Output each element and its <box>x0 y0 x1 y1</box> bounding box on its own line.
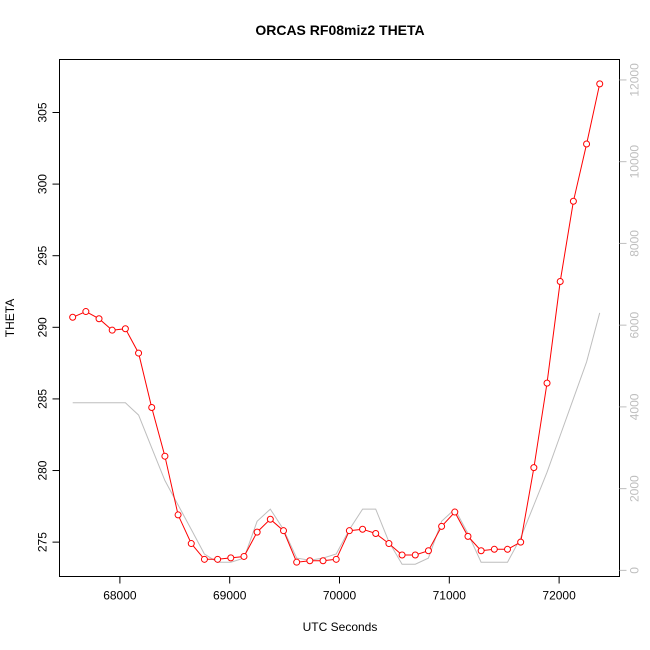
y-tick-label: 280 <box>36 460 50 480</box>
data-point <box>372 530 380 538</box>
data-point <box>69 313 77 321</box>
series-left-line <box>72 83 601 563</box>
x-tick-label: 72000 <box>542 589 576 603</box>
y2-tick-label: 6000 <box>628 311 642 338</box>
data-point <box>490 545 498 553</box>
x-axis-label: UTC Seconds <box>303 620 378 634</box>
data-point <box>240 552 248 560</box>
data-point <box>280 527 287 535</box>
data-point <box>477 547 485 555</box>
y-tick-label: 290 <box>36 317 50 337</box>
y2-tick-label: 0 <box>628 567 642 574</box>
data-point <box>148 404 156 412</box>
data-point <box>121 325 129 333</box>
y2-tick-label: 8000 <box>628 230 642 257</box>
chart-title: ORCAS RF08miz2 THETA <box>255 22 424 38</box>
data-point <box>95 315 103 323</box>
plot-area <box>59 59 620 577</box>
x-tick-label: 71000 <box>433 589 467 603</box>
data-point <box>438 522 446 530</box>
x-tick-label: 69000 <box>213 589 247 603</box>
data-point <box>530 464 538 472</box>
data-point <box>200 555 208 563</box>
data-point <box>359 525 367 533</box>
data-point <box>135 349 143 357</box>
data-point <box>424 547 432 555</box>
data-point <box>161 452 169 460</box>
data-point <box>108 326 116 334</box>
y2-tick-label: 12000 <box>628 63 642 97</box>
data-point <box>398 551 406 559</box>
data-point <box>464 532 472 540</box>
x-tick-label: 68000 <box>103 589 137 603</box>
series-layer <box>69 80 604 566</box>
series-right-line <box>72 312 601 565</box>
data-point <box>82 308 90 316</box>
data-point <box>306 557 314 565</box>
x-axis: 68000 69000 70000 71000 72000 <box>103 576 576 603</box>
y-tick-label: 305 <box>36 102 50 122</box>
x-tick-label: 70000 <box>323 589 357 603</box>
data-point <box>556 277 564 285</box>
data-point <box>596 80 604 88</box>
data-point <box>266 515 274 523</box>
data-point <box>385 540 393 548</box>
data-point <box>253 528 261 536</box>
y2-tick-label: 4000 <box>628 393 642 420</box>
data-point <box>543 379 551 387</box>
y-tick-label: 295 <box>36 245 50 265</box>
y2-tick-label: 10000 <box>628 145 642 179</box>
data-point <box>293 558 301 566</box>
data-point <box>187 540 195 548</box>
data-point <box>517 538 525 546</box>
y2-tick-label: 2000 <box>628 475 642 502</box>
data-point <box>174 511 182 519</box>
data-point <box>332 555 340 563</box>
data-point <box>411 551 419 559</box>
data-point <box>345 527 353 535</box>
y-tick-label: 285 <box>36 389 50 409</box>
y-axis-right: 0 2000 4000 6000 8000 10000 12000 <box>619 63 642 574</box>
y-tick-label: 275 <box>36 532 50 552</box>
y-axis-left: 275 280 285 290 295 300 305 <box>36 102 60 552</box>
data-point <box>583 140 591 148</box>
data-point <box>319 557 327 565</box>
y-axis-label: THETA <box>3 299 17 337</box>
data-point <box>504 545 511 553</box>
y-tick-label: 300 <box>36 174 50 194</box>
data-point <box>451 508 459 516</box>
data-point <box>227 554 235 562</box>
data-point <box>569 197 577 205</box>
data-point <box>214 555 222 563</box>
